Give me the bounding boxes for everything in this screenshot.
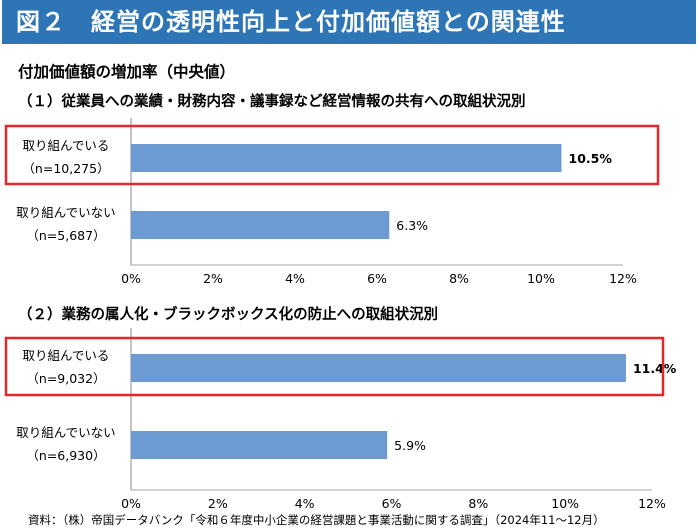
bar-value-label: 5.9% — [394, 438, 426, 453]
bar — [131, 354, 626, 382]
category-n-label: （n=9,032） — [26, 371, 105, 386]
x-tick-label: 10% — [551, 496, 579, 511]
category-label: 取り組んでいない — [16, 205, 115, 220]
x-tick-label: 8% — [468, 496, 488, 511]
bar — [131, 431, 388, 459]
x-tick-label: 2% — [208, 496, 228, 511]
x-tick-label: 10% — [527, 271, 555, 286]
highlight-box — [4, 124, 660, 186]
bar — [131, 211, 390, 239]
bar-value-label: 11.4% — [633, 361, 677, 376]
category-n-label: （n=5,687） — [26, 228, 105, 243]
highlight-box — [4, 336, 665, 397]
x-tick-label: 8% — [449, 271, 469, 286]
category-n-label: （n=10,275） — [22, 161, 109, 176]
x-tick-label: 4% — [285, 271, 305, 286]
chart-subtitle: 付加価値額の増加率（中央値） — [18, 63, 236, 81]
bar-value-label: 6.3% — [396, 218, 428, 233]
x-tick-label: 6% — [367, 271, 387, 286]
x-tick-label: 0% — [121, 271, 141, 286]
source-note: 資料：（株）帝国データバンク「令和６年度中小企業の経営課題と事業活動に関する調査… — [28, 513, 605, 527]
figure-title: 図２ 経営の透明性向上と付加価値額との関連性 — [2, 0, 696, 44]
bar — [131, 144, 562, 172]
chart2-title: （２）業務の属人化・ブラックボックス化の防止への取組状況別 — [18, 307, 439, 323]
x-tick-label: 2% — [203, 271, 223, 286]
chart1-title: （１）従業員への業績・財務内容・議事録など経営情報の共有への取組状況別 — [18, 94, 526, 110]
category-label: 取り組んでいない — [16, 425, 115, 440]
x-tick-label: 6% — [382, 496, 402, 511]
x-tick-label: 0% — [121, 496, 141, 511]
category-n-label: （n=6,930） — [26, 448, 105, 463]
category-label: 取り組んでいる — [23, 348, 110, 363]
x-tick-label: 12% — [638, 496, 666, 511]
bar-value-label: 10.5% — [569, 151, 613, 166]
x-tick-label: 12% — [609, 271, 637, 286]
category-label: 取り組んでいる — [23, 138, 110, 153]
x-tick-label: 4% — [295, 496, 315, 511]
